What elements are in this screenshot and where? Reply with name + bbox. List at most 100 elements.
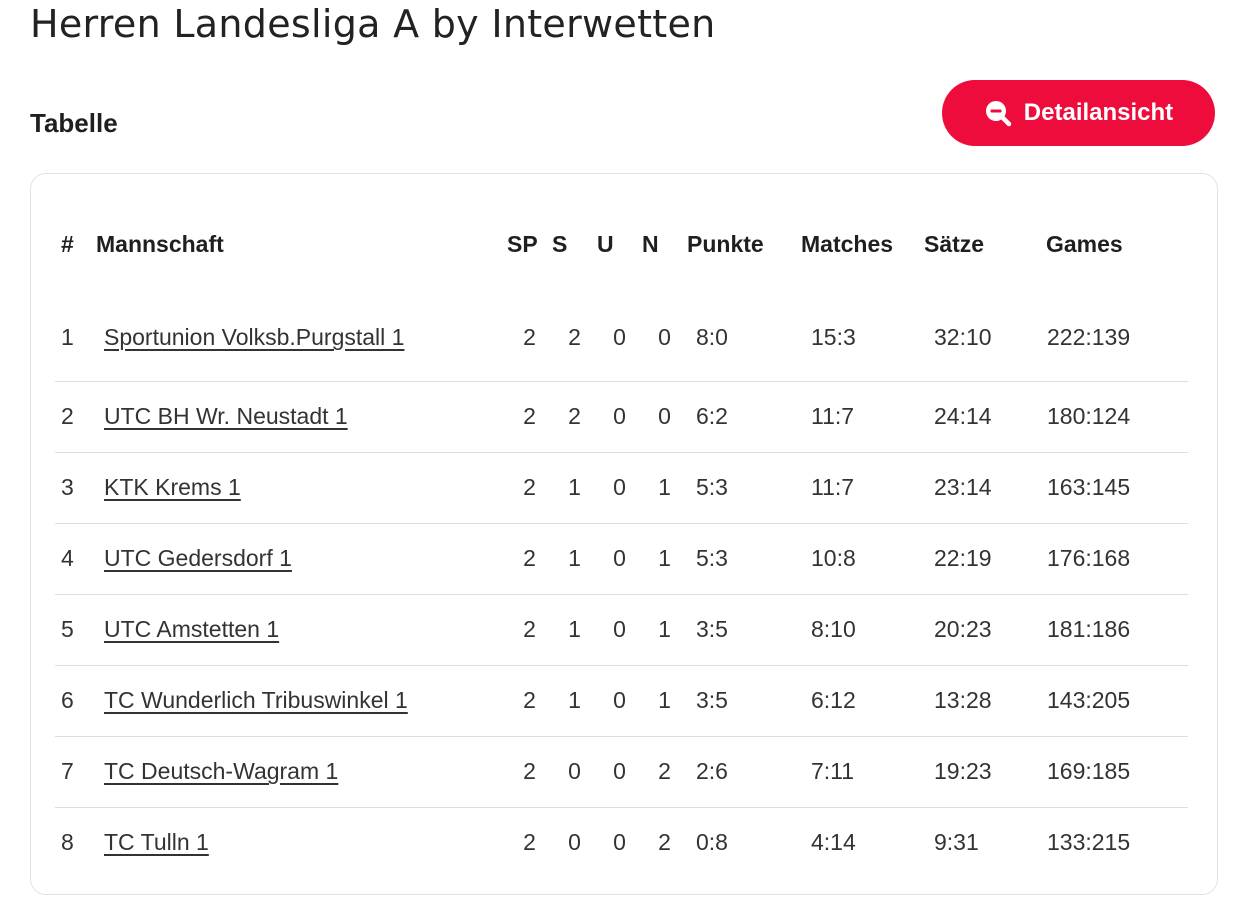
cell-team: TC Deutsch-Wagram 1 (95, 736, 507, 807)
header-team: Mannschaft (96, 231, 224, 257)
cell-s: 2 (568, 403, 581, 429)
cell-s: 0 (568, 829, 581, 856)
header-games: Games (1046, 231, 1123, 257)
standings-card: # Mannschaft SP S U N Punkte Matches Sät… (30, 173, 1218, 895)
cell-sp: 2 (523, 403, 536, 429)
cell-sets: 32:10 (934, 324, 992, 351)
cell-matches: 4:14 (811, 829, 856, 856)
cell-matches: 11:7 (811, 474, 855, 500)
standings-body: 1 Sportunion Volksb.Purgstall 1 2 2 0 0 8:0 15:… (55, 279, 1188, 878)
cell-team: UTC BH Wr. Neustadt 1 (95, 381, 507, 452)
cell-matches: 8:10 (811, 616, 856, 642)
cell-rank: 5 (61, 616, 74, 642)
cell-s: 1 (568, 687, 581, 713)
table-row: 4 UTC Gedersdorf 1 2 1 0 1 5:3 10:8 22:19 176:168 (55, 523, 1188, 594)
cell-s: 1 (568, 474, 581, 500)
cell-n: 0 (658, 403, 671, 429)
cell-u: 0 (613, 403, 626, 429)
cell-points: 0:8 (696, 829, 728, 856)
cell-matches: 7:11 (811, 758, 855, 784)
cell-n: 0 (658, 324, 671, 351)
table-row: 5 UTC Amstetten 1 2 1 0 1 3:5 8:10 20:23 181:186 (55, 594, 1188, 665)
cell-u: 0 (613, 474, 626, 500)
cell-matches: 10:8 (811, 545, 856, 571)
cell-s: 1 (568, 545, 581, 571)
standings-table: # Mannschaft SP S U N Punkte Matches Sät… (55, 210, 1188, 878)
cell-sets: 9:31 (934, 829, 979, 856)
team-link[interactable]: UTC Gedersdorf 1 (104, 545, 292, 571)
team-link[interactable]: TC Tulln 1 (104, 829, 209, 856)
table-row: 1 Sportunion Volksb.Purgstall 1 2 2 0 0 8:0 15:… (55, 279, 1188, 381)
team-link[interactable]: TC Deutsch-Wagram 1 (104, 758, 339, 784)
cell-games: 222:139 (1047, 324, 1131, 351)
cell-games: 180:124 (1047, 403, 1131, 429)
cell-rank: 8 (61, 829, 74, 856)
cell-u: 0 (613, 829, 626, 856)
cell-rank: 1 (61, 324, 74, 351)
header-n: N (642, 231, 659, 257)
team-link[interactable]: KTK Krems 1 (104, 474, 241, 500)
cell-n: 1 (658, 687, 671, 713)
cell-sp: 2 (523, 324, 536, 351)
cell-games: 176:168 (1047, 545, 1131, 571)
header-sets: Sätze (924, 231, 985, 257)
cell-sets: 22:19 (934, 545, 992, 571)
cell-n: 1 (658, 545, 671, 571)
header-matches: Matches (801, 231, 894, 257)
cell-points: 3:5 (696, 616, 728, 642)
cell-rank: 6 (61, 687, 74, 713)
cell-games: 133:215 (1047, 829, 1131, 856)
table-row: 7 TC Deutsch-Wagram 1 2 0 0 2 2:6 7:11 19:23 169:… (55, 736, 1188, 807)
cell-matches: 15:3 (811, 324, 856, 351)
cell-sets: 24:14 (934, 403, 992, 429)
cell-sp: 2 (523, 474, 536, 500)
cell-games: 169:185 (1047, 758, 1131, 784)
cell-n: 1 (658, 474, 671, 500)
team-link[interactable]: TC Wunderlich Tribuswinkel 1 (104, 687, 408, 713)
cell-n: 2 (658, 758, 671, 784)
cell-sp: 2 (523, 758, 536, 784)
section-title: Tabelle (30, 108, 118, 138)
table-row: 2 UTC BH Wr. Neustadt 1 2 2 0 0 6:2 11:7 24:14 18… (55, 381, 1188, 452)
cell-points: 2:6 (696, 758, 728, 784)
cell-team: UTC Amstetten 1 (95, 594, 507, 665)
header-sp: SP (507, 231, 538, 257)
cell-u: 0 (613, 616, 626, 642)
header-s: S (552, 231, 568, 257)
cell-sp: 2 (523, 829, 536, 856)
team-link[interactable]: Sportunion Volksb.Purgstall 1 (104, 324, 405, 351)
cell-sp: 2 (523, 687, 536, 713)
cell-team: UTC Gedersdorf 1 (95, 523, 507, 594)
cell-sets: 20:23 (934, 616, 992, 642)
cell-s: 0 (568, 758, 581, 784)
cell-rank: 3 (61, 474, 74, 500)
cell-points: 5:3 (696, 545, 728, 571)
table-row: 8 TC Tulln 1 2 0 0 2 0:8 4:14 9:31 133:215 (55, 807, 1188, 878)
cell-games: 163:145 (1047, 474, 1131, 500)
cell-points: 5:3 (696, 474, 728, 500)
cell-team: Sportunion Volksb.Purgstall 1 (95, 279, 507, 381)
cell-sets: 13:28 (934, 687, 992, 713)
cell-points: 6:2 (696, 403, 728, 429)
cell-team: KTK Krems 1 (95, 452, 507, 523)
cell-n: 1 (658, 616, 671, 642)
cell-u: 0 (613, 324, 626, 351)
cell-team: TC Wunderlich Tribuswinkel 1 (95, 665, 507, 736)
cell-u: 0 (613, 545, 626, 571)
cell-games: 181:186 (1047, 616, 1131, 642)
team-link[interactable]: UTC Amstetten 1 (104, 616, 280, 642)
zoom-out-icon (985, 101, 1012, 127)
cell-sp: 2 (523, 616, 536, 642)
table-row: 6 TC Wunderlich Tribuswinkel 1 2 1 0 1 3:5 6:12… (55, 665, 1188, 736)
cell-sets: 23:14 (934, 474, 992, 500)
cell-matches: 11:7 (811, 403, 855, 429)
team-link[interactable]: UTC BH Wr. Neustadt 1 (104, 403, 348, 429)
cell-points: 3:5 (696, 687, 728, 713)
header-u: U (597, 231, 614, 257)
cell-rank: 7 (61, 758, 74, 784)
header-rank: # (61, 231, 74, 257)
detail-view-button[interactable]: Detailansicht (942, 80, 1215, 146)
cell-sets: 19:23 (934, 758, 992, 784)
cell-u: 0 (613, 758, 626, 784)
